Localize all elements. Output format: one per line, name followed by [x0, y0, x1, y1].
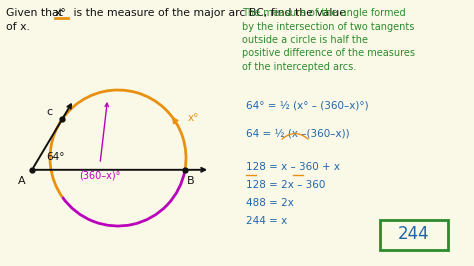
Text: 244: 244: [398, 225, 430, 243]
Text: x°: x°: [187, 113, 199, 123]
Bar: [380, 220, 448, 250]
Text: 128 = x – 360 + x: 128 = x – 360 + x: [246, 162, 340, 172]
Text: The measure of the angle formed: The measure of the angle formed: [242, 8, 406, 18]
Text: 64°: 64°: [46, 152, 64, 162]
Text: c: c: [46, 107, 52, 117]
Text: 128 = 2x – 360: 128 = 2x – 360: [246, 180, 325, 190]
Text: outside a circle is half the: outside a circle is half the: [242, 35, 368, 45]
Text: positive difference of the measures: positive difference of the measures: [242, 48, 415, 59]
Text: by the intersection of two tangents: by the intersection of two tangents: [242, 22, 414, 31]
Text: is the measure of the major arc BC, find the value: is the measure of the major arc BC, find…: [70, 8, 346, 18]
Text: 488 = 2x: 488 = 2x: [246, 198, 294, 208]
Text: of x.: of x.: [6, 22, 30, 32]
Text: A: A: [18, 176, 26, 186]
Text: 244 = x: 244 = x: [246, 216, 287, 226]
Text: 64 = ½ (x –(360–x)): 64 = ½ (x –(360–x)): [246, 128, 350, 138]
Text: B: B: [187, 176, 195, 186]
Text: x°: x°: [55, 8, 67, 18]
Text: 64° = ½ (x° – (360–x)°): 64° = ½ (x° – (360–x)°): [246, 100, 369, 110]
Text: of the intercepted arcs.: of the intercepted arcs.: [242, 62, 356, 72]
Text: (360–x)°: (360–x)°: [79, 170, 121, 180]
Text: Given that: Given that: [6, 8, 66, 18]
